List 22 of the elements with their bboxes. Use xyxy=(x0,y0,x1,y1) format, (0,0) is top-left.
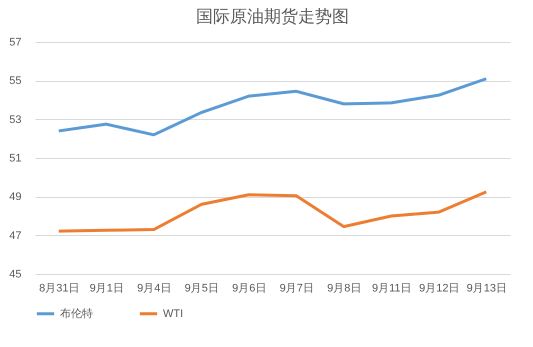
x-tick-label: 9月5日 xyxy=(184,282,219,294)
legend-label: WTI xyxy=(163,308,184,320)
x-tick-label: 9月11日 xyxy=(372,282,412,294)
y-tick-label: 53 xyxy=(9,114,22,126)
x-tick-label: 9月8日 xyxy=(327,282,362,294)
line-series xyxy=(57,190,488,233)
y-tick-label: 55 xyxy=(9,75,22,88)
x-tick-label: 8月31日 xyxy=(39,282,80,294)
line-series xyxy=(57,77,488,136)
x-tick-label: 9月4日 xyxy=(137,282,172,294)
y-tick-label: 51 xyxy=(9,152,22,164)
x-tick-label: 9月6日 xyxy=(232,282,266,294)
y-tick-label: 49 xyxy=(9,191,22,204)
y-tick-label: 47 xyxy=(9,230,22,242)
y-tick-label: 57 xyxy=(9,36,22,48)
chart-title: 国际原油期货走势图 xyxy=(196,7,349,26)
y-tick-label: 45 xyxy=(9,268,22,280)
x-tick-label: 9月13日 xyxy=(466,282,507,294)
legend-label: 布伦特 xyxy=(60,308,93,320)
x-tick-label: 9月12日 xyxy=(419,282,460,294)
x-tick-label: 9月7日 xyxy=(280,282,314,294)
x-tick-label: 9月1日 xyxy=(90,282,124,294)
